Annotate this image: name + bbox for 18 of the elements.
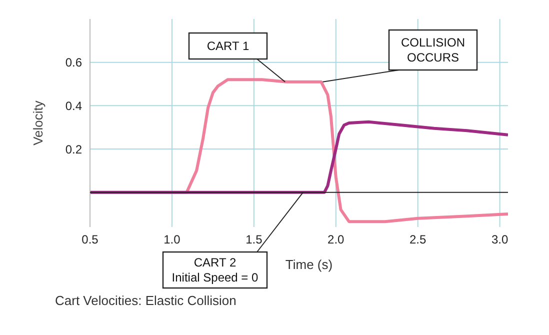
- y-tick-label: 0.4: [65, 98, 82, 113]
- x-tick-label: 0.5: [82, 232, 99, 247]
- line-series: [90, 120, 508, 194]
- annotation: COLLISION OCCURS: [400, 36, 466, 64]
- annotation: CART 1: [206, 39, 250, 53]
- y-axis-title: Velocity: [30, 100, 46, 146]
- text: Cart Velocities: Elastic Collision: [55, 293, 236, 308]
- annotation: CART 2 Initial Speed = 0: [172, 256, 259, 284]
- x-tick-label: 2.5: [410, 232, 427, 247]
- callout-box: CART 1: [188, 32, 286, 82]
- callout-box: COLLISION OCCURS: [322, 29, 478, 82]
- y-tick-label: 0.2: [65, 142, 82, 156]
- x-axis-title: Time (s): [285, 257, 333, 272]
- x-tick-label: 3.0: [491, 232, 508, 247]
- x-tick-label: 1.5: [246, 232, 263, 247]
- x-tick-label: 2.0: [328, 232, 345, 247]
- x-tick-label: 1.0: [164, 232, 181, 247]
- y-tick-label: 0.6: [65, 56, 82, 70]
